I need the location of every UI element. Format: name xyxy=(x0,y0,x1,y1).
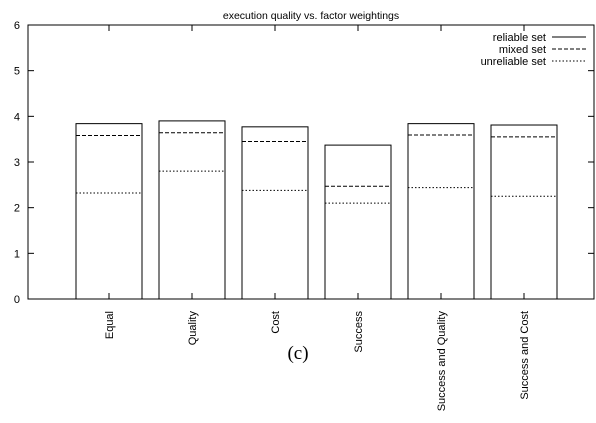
x-tick-label: Cost xyxy=(270,311,282,334)
y-tick-label: 0 xyxy=(14,294,20,306)
y-tick-label: 3 xyxy=(14,157,20,169)
chart-title: execution quality vs. factor weightings xyxy=(223,10,399,22)
legend-label: mixed set xyxy=(499,44,546,56)
y-axis: 0 1 2 3 4 5 6 xyxy=(14,20,594,306)
figure-caption: (c) xyxy=(287,343,309,364)
y-tick-label: 1 xyxy=(14,248,20,260)
bar-outline xyxy=(490,124,558,300)
bar-outline xyxy=(324,144,392,300)
bar-outline xyxy=(158,120,226,300)
x-tick-label: Success and Cost xyxy=(519,311,531,400)
y-tick-label: 5 xyxy=(14,66,20,78)
bar-outline xyxy=(75,123,143,300)
bar-outline xyxy=(241,126,309,300)
bar-outline xyxy=(407,123,475,300)
x-tick-label: Equal xyxy=(104,311,116,339)
legend-label: reliable set xyxy=(493,32,546,44)
bars xyxy=(75,120,558,300)
y-tick-label: 6 xyxy=(14,20,20,32)
y-tick-label: 2 xyxy=(14,203,20,215)
x-axis: Equal Quality Cost Success Success and Quali… xyxy=(104,25,531,411)
y-tick-label: 4 xyxy=(14,111,20,123)
x-tick-label: Success xyxy=(353,311,365,353)
x-tick-label: Success and Quality xyxy=(436,311,448,412)
x-tick-label: Quality xyxy=(187,311,199,346)
legend-label: unreliable set xyxy=(481,56,546,68)
